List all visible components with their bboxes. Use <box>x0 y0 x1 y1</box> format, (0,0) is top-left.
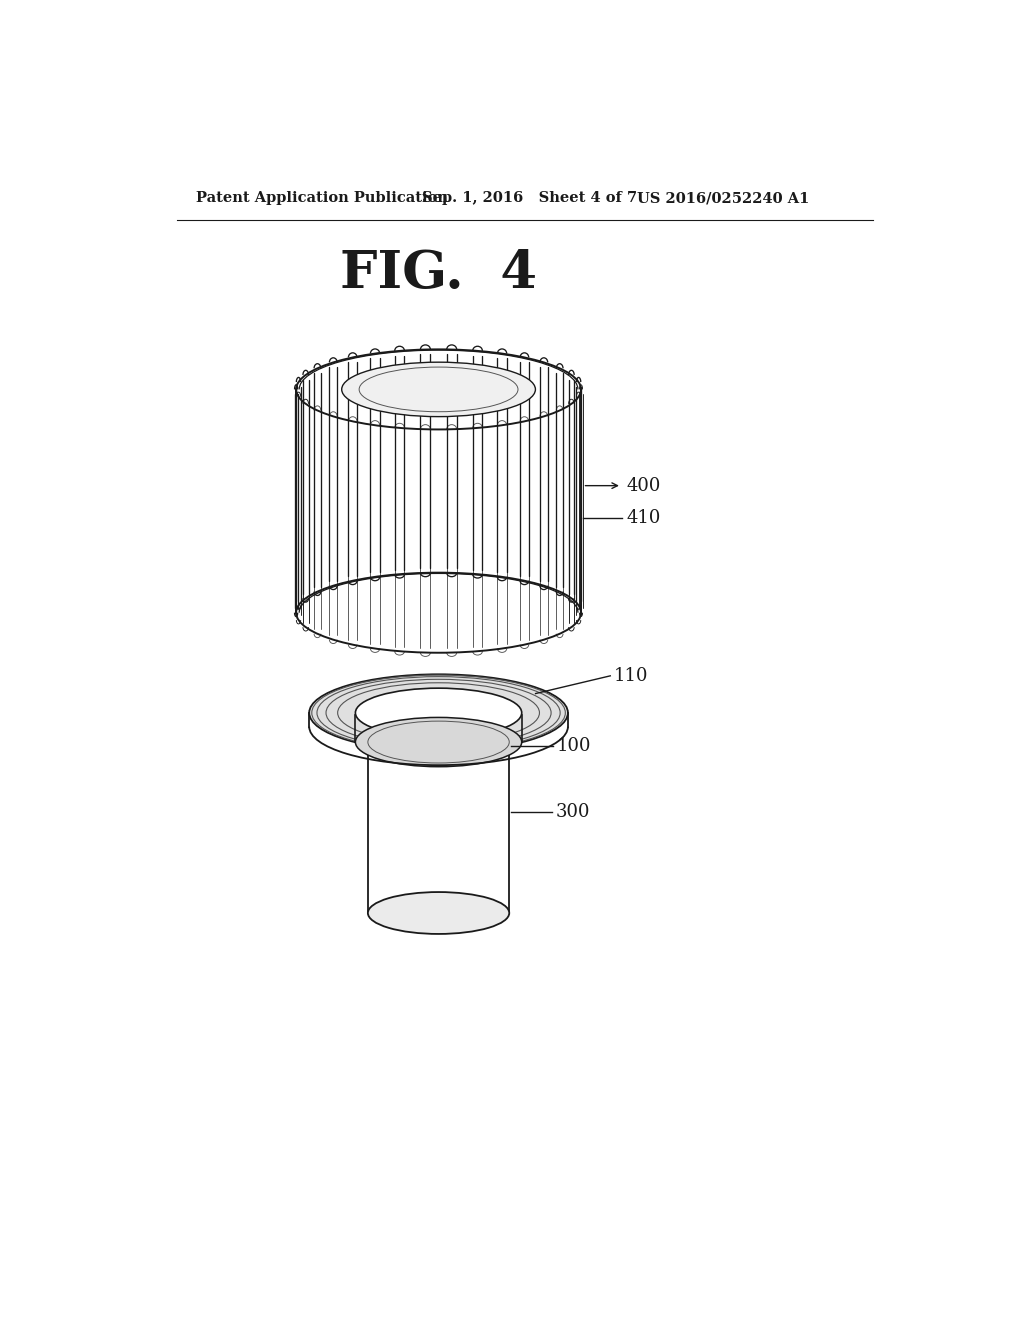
Text: 100: 100 <box>557 737 592 755</box>
Text: FIG.  4: FIG. 4 <box>340 248 537 300</box>
Text: Patent Application Publication: Patent Application Publication <box>196 191 449 206</box>
Text: 400: 400 <box>627 477 660 495</box>
Ellipse shape <box>309 675 568 751</box>
Text: US 2016/0252240 A1: US 2016/0252240 A1 <box>637 191 810 206</box>
Ellipse shape <box>342 362 536 417</box>
Ellipse shape <box>368 892 509 935</box>
Text: 110: 110 <box>613 667 648 685</box>
Text: 300: 300 <box>555 803 590 821</box>
Text: Sep. 1, 2016   Sheet 4 of 7: Sep. 1, 2016 Sheet 4 of 7 <box>422 191 637 206</box>
Ellipse shape <box>355 688 521 738</box>
Text: 410: 410 <box>627 510 660 527</box>
Ellipse shape <box>355 718 521 767</box>
